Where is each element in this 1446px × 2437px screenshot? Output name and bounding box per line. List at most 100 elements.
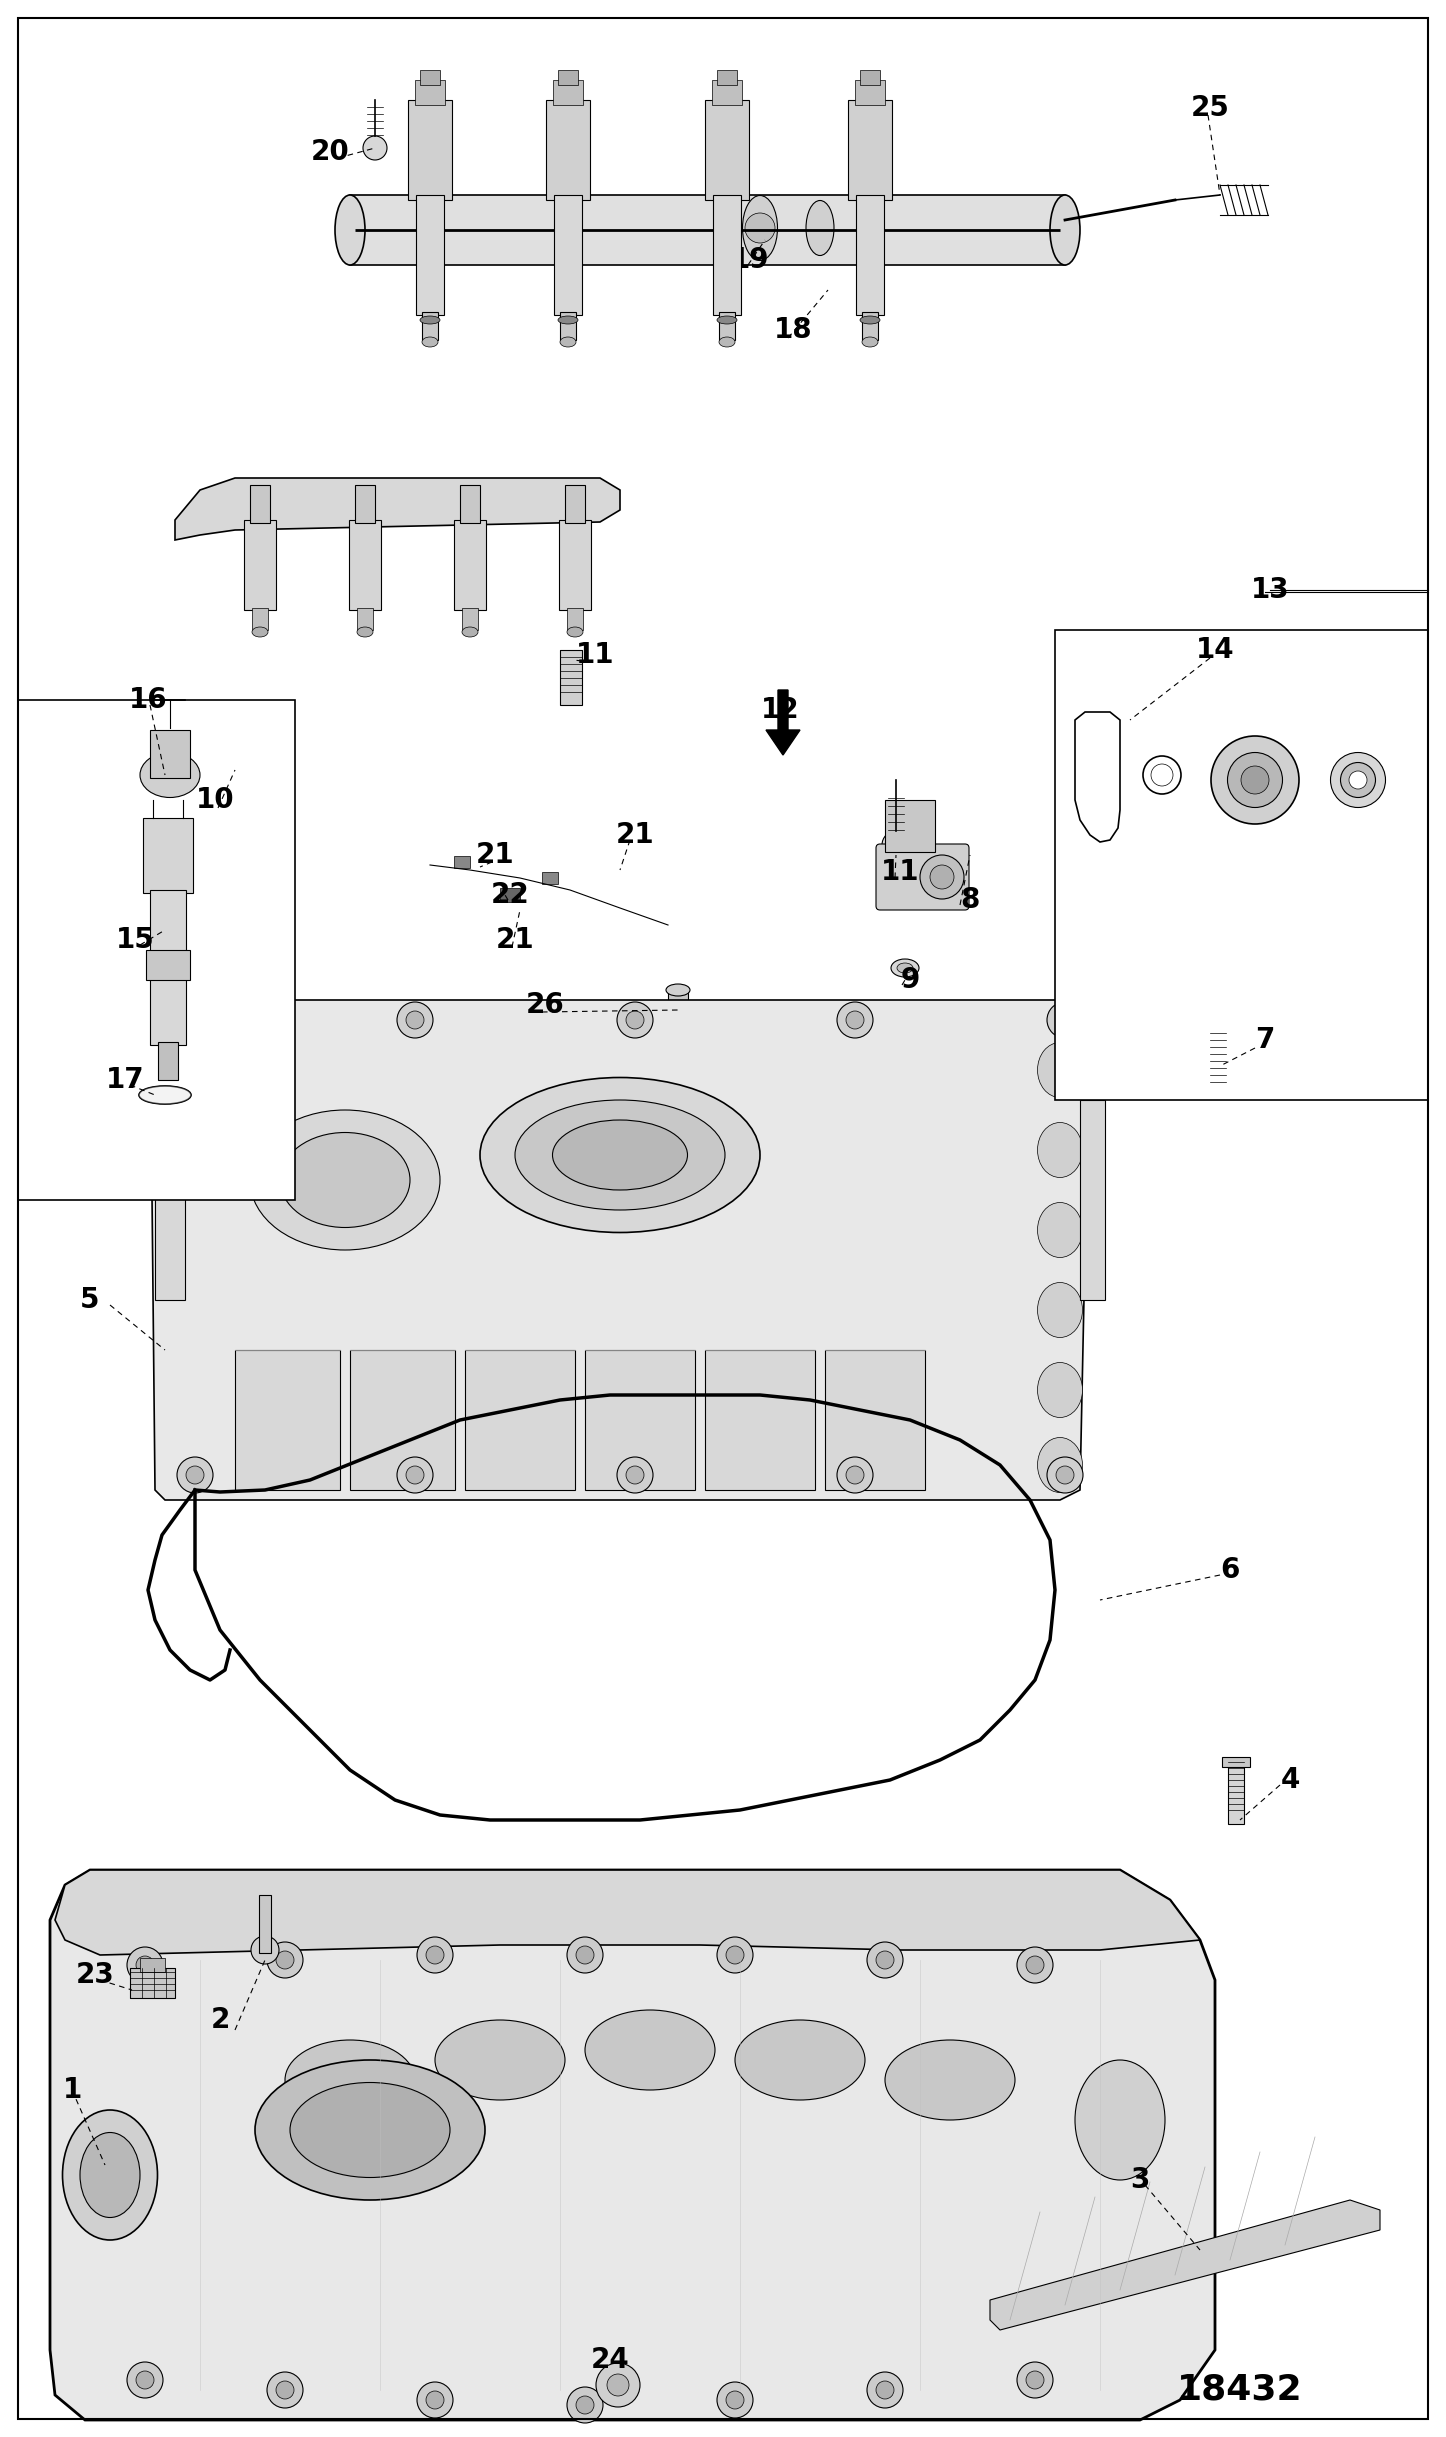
- Bar: [422, 312, 438, 341]
- Circle shape: [363, 136, 388, 161]
- Text: 16: 16: [129, 685, 168, 714]
- Polygon shape: [766, 690, 800, 755]
- Circle shape: [868, 2371, 902, 2408]
- Circle shape: [617, 1002, 654, 1038]
- Bar: [466, 1350, 576, 1489]
- Circle shape: [1017, 2361, 1053, 2398]
- Bar: [567, 607, 583, 631]
- Ellipse shape: [140, 753, 200, 797]
- Ellipse shape: [291, 2084, 450, 2179]
- Ellipse shape: [552, 1121, 687, 1189]
- Text: 10: 10: [195, 787, 234, 814]
- Text: 7: 7: [1255, 1026, 1275, 1053]
- Ellipse shape: [586, 2011, 714, 2091]
- Circle shape: [726, 1947, 745, 1964]
- Bar: [542, 872, 558, 885]
- Circle shape: [930, 865, 954, 890]
- Circle shape: [127, 1947, 163, 1984]
- Ellipse shape: [252, 626, 268, 636]
- Circle shape: [846, 1467, 865, 1484]
- Ellipse shape: [805, 200, 834, 256]
- Bar: [826, 1350, 925, 1489]
- Circle shape: [136, 1957, 155, 1974]
- Text: 26: 26: [526, 992, 564, 1019]
- Circle shape: [136, 2371, 155, 2388]
- Ellipse shape: [742, 195, 778, 261]
- Circle shape: [846, 1011, 865, 1028]
- Circle shape: [268, 1942, 304, 1979]
- Circle shape: [882, 831, 910, 858]
- Circle shape: [1056, 1467, 1074, 1484]
- Text: 24: 24: [590, 2347, 629, 2374]
- Ellipse shape: [1037, 1043, 1083, 1097]
- Text: 3: 3: [1131, 2166, 1150, 2193]
- Ellipse shape: [1050, 195, 1080, 266]
- Circle shape: [416, 1937, 453, 1974]
- Ellipse shape: [717, 317, 737, 324]
- Text: 11: 11: [881, 858, 920, 887]
- Bar: [1222, 1757, 1249, 1767]
- Bar: [860, 71, 881, 85]
- Circle shape: [187, 1467, 204, 1484]
- Circle shape: [717, 2381, 753, 2418]
- Ellipse shape: [281, 1133, 411, 1228]
- Bar: [560, 519, 591, 609]
- Circle shape: [427, 2391, 444, 2410]
- Ellipse shape: [860, 317, 881, 324]
- Bar: [500, 887, 521, 902]
- Bar: [259, 1896, 270, 1952]
- Bar: [717, 71, 737, 85]
- Circle shape: [1027, 2371, 1044, 2388]
- Bar: [547, 100, 590, 200]
- Circle shape: [176, 1457, 213, 1494]
- Circle shape: [576, 2396, 594, 2415]
- Ellipse shape: [419, 317, 440, 324]
- Polygon shape: [51, 1869, 1215, 2420]
- Text: 19: 19: [730, 246, 769, 273]
- Bar: [17, 699, 295, 1199]
- Circle shape: [176, 1002, 213, 1038]
- FancyBboxPatch shape: [876, 843, 969, 909]
- Circle shape: [876, 1952, 894, 1969]
- Ellipse shape: [1037, 1282, 1083, 1338]
- Bar: [1080, 1099, 1105, 1299]
- Ellipse shape: [1037, 1438, 1083, 1491]
- Bar: [416, 195, 444, 314]
- Circle shape: [406, 1011, 424, 1028]
- Text: 12: 12: [761, 697, 800, 724]
- Ellipse shape: [422, 336, 438, 346]
- Bar: [847, 100, 892, 200]
- Bar: [357, 607, 373, 631]
- Bar: [146, 950, 189, 980]
- Circle shape: [607, 2374, 629, 2396]
- Circle shape: [276, 2381, 294, 2398]
- Circle shape: [868, 1942, 902, 1979]
- Bar: [706, 1350, 816, 1489]
- Text: 13: 13: [1251, 575, 1290, 604]
- Ellipse shape: [1241, 765, 1270, 794]
- Text: 9: 9: [901, 965, 920, 994]
- Bar: [140, 1957, 165, 1972]
- Bar: [350, 1350, 455, 1489]
- Ellipse shape: [80, 2132, 140, 2218]
- Bar: [552, 80, 583, 105]
- Text: 8: 8: [960, 887, 980, 914]
- Bar: [348, 519, 380, 609]
- Circle shape: [837, 1002, 873, 1038]
- Ellipse shape: [560, 336, 576, 346]
- Text: 2: 2: [210, 2006, 230, 2035]
- Bar: [558, 71, 578, 85]
- Bar: [252, 607, 268, 631]
- Circle shape: [406, 1467, 424, 1484]
- Bar: [155, 1099, 185, 1299]
- Bar: [158, 1043, 178, 1080]
- Polygon shape: [175, 478, 620, 541]
- Circle shape: [187, 1011, 204, 1028]
- Bar: [130, 1969, 175, 1998]
- Bar: [408, 100, 453, 200]
- Circle shape: [745, 212, 775, 244]
- Ellipse shape: [357, 626, 373, 636]
- Text: 11: 11: [576, 641, 615, 670]
- Text: 5: 5: [80, 1287, 100, 1314]
- Ellipse shape: [897, 963, 912, 972]
